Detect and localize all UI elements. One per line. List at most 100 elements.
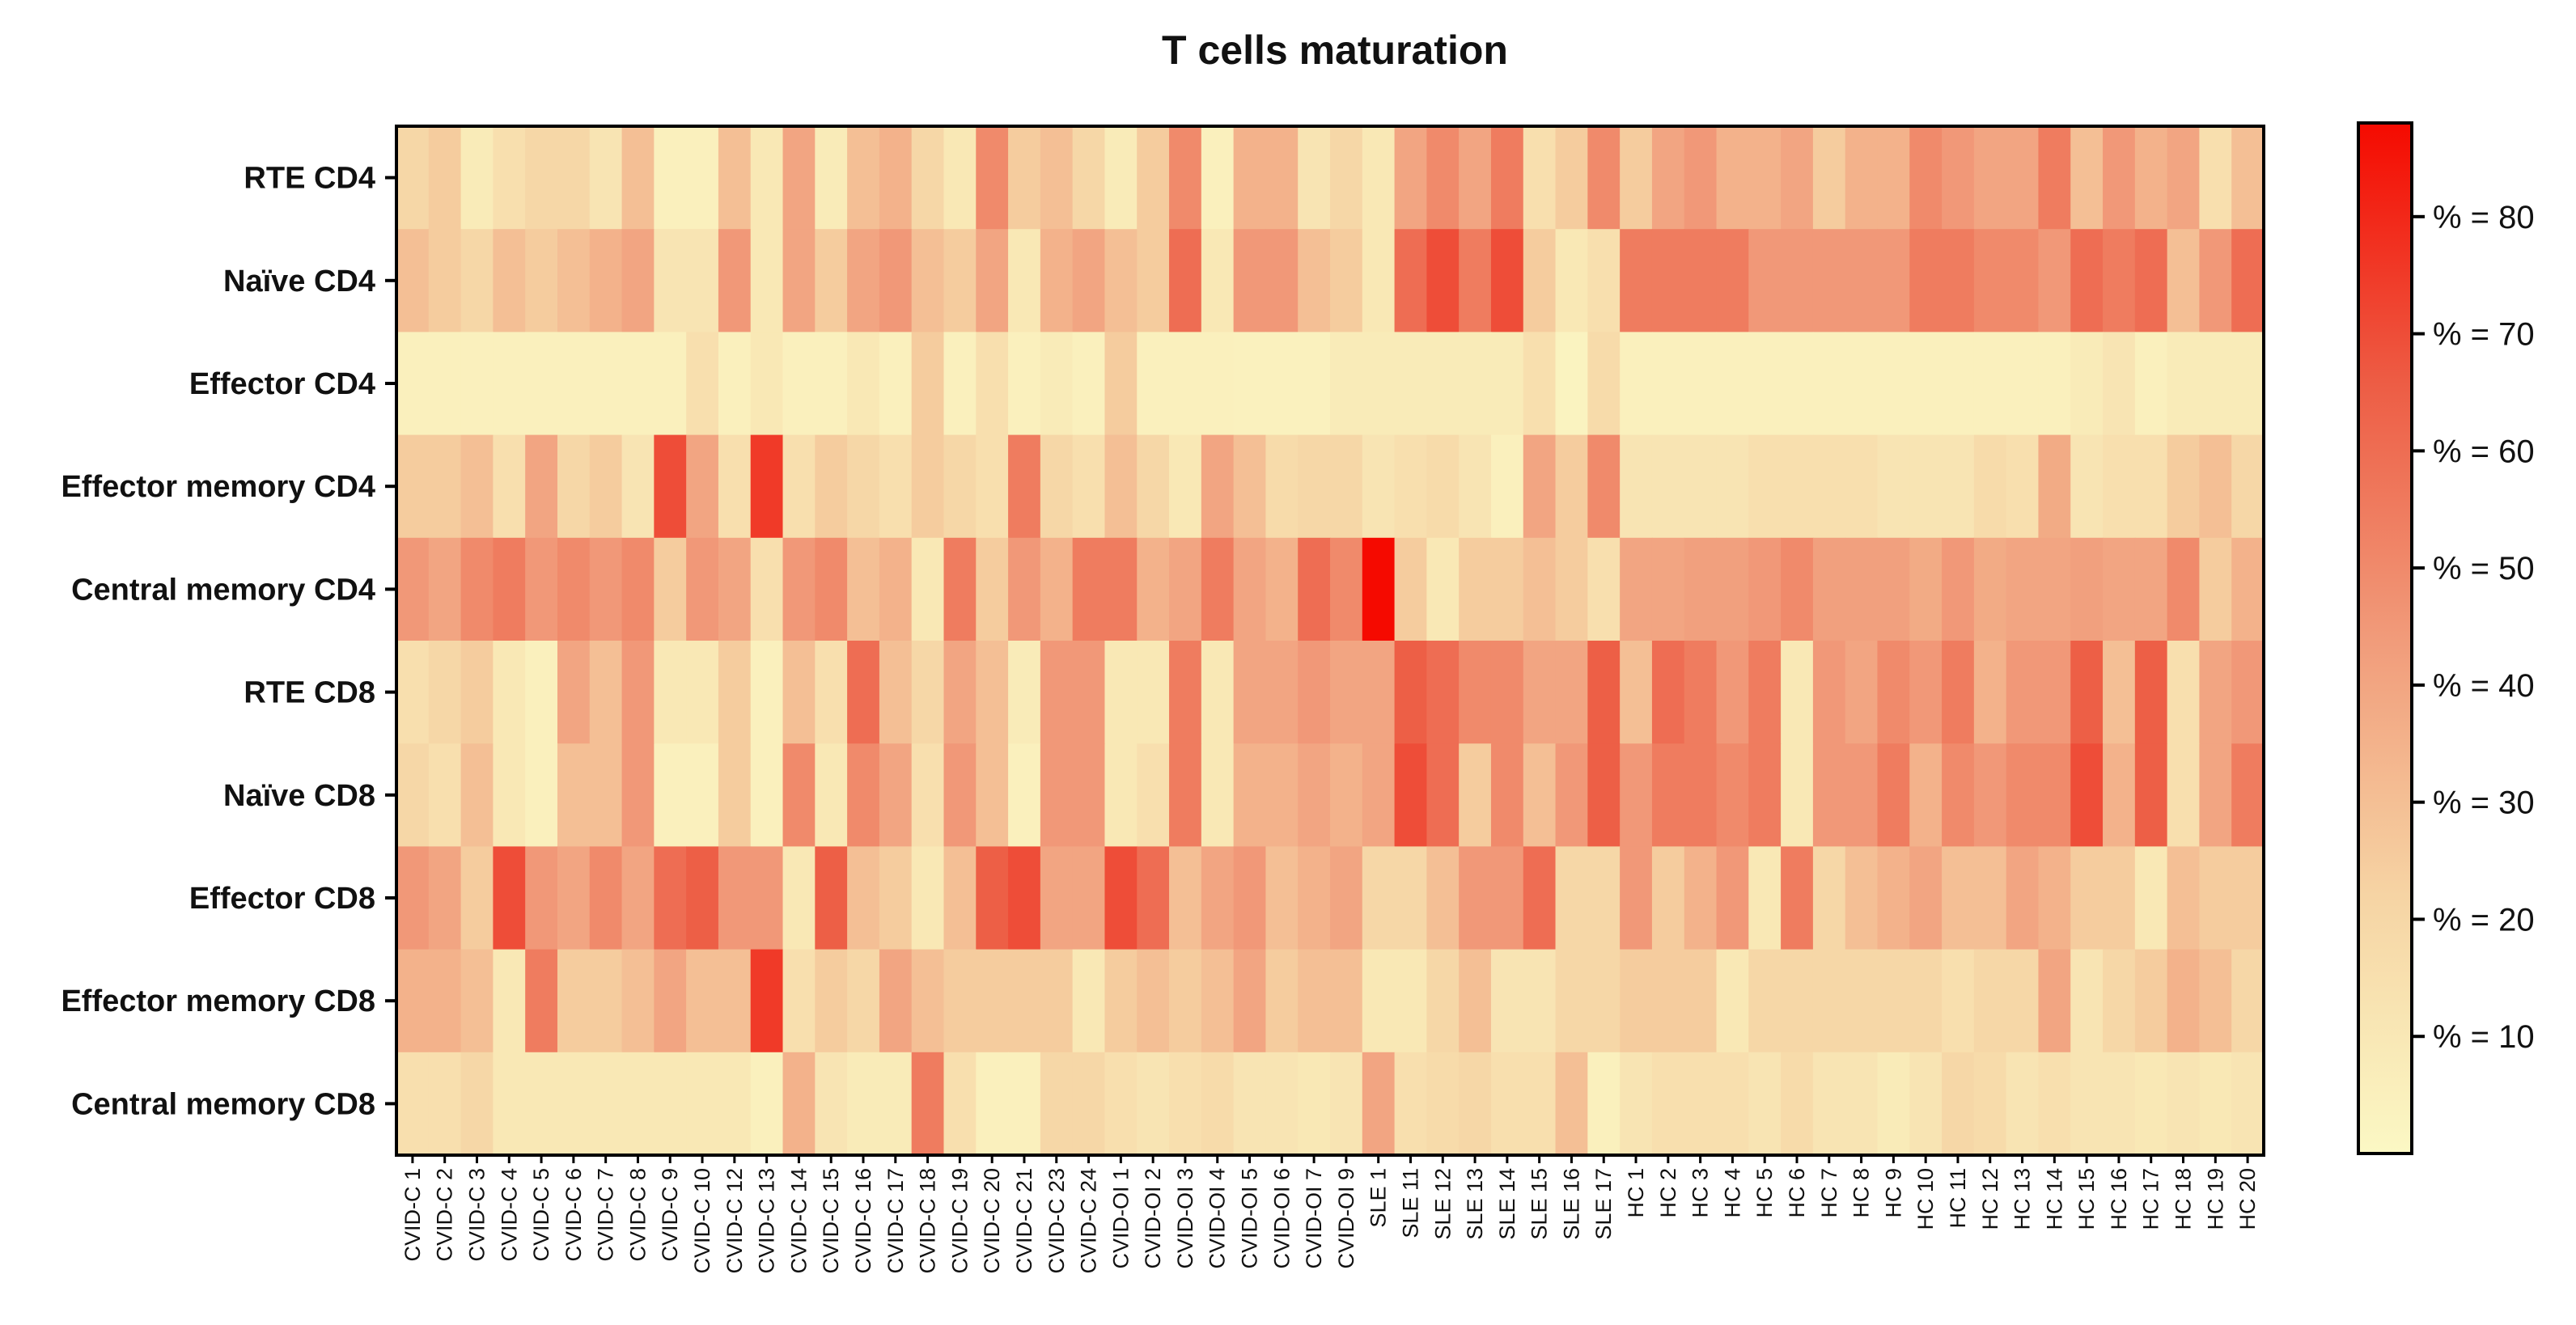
heatmap-cell [1748,949,1782,1053]
heatmap-cell [686,1052,719,1156]
row-label: Effector memory CD8 [61,984,375,1018]
heatmap-cell [1330,537,1363,641]
heatmap-cell [1942,434,1975,539]
heatmap-cell [2231,229,2265,332]
heatmap-cell [396,846,430,950]
heatmap-cell [654,126,687,230]
column-label: SLE 1 [1366,1168,1391,1228]
heatmap-cell [2199,537,2232,641]
heatmap-cell [460,641,494,744]
row-label: RTE CD4 [244,162,375,196]
heatmap-cell [1459,641,1492,744]
heatmap-cell [1973,1052,2007,1156]
column-label: HC 2 [1656,1168,1680,1218]
column-label: HC 15 [2074,1168,2099,1230]
heatmap-cell [460,743,494,847]
heatmap-cell [815,332,848,436]
heatmap-cell [2167,332,2201,436]
heatmap-cell [1748,434,1782,539]
heatmap-cell [718,229,752,332]
row-labels: RTE CD4 Naïve CD4 Effector CD4 Effector mem… [61,162,396,1121]
heatmap-cell [2103,641,2136,744]
heatmap-cell [2038,332,2071,436]
heatmap-cell [525,743,558,847]
heatmap-cell [1426,743,1460,847]
heatmap-cell [1812,949,1846,1053]
heatmap-cell [1233,1052,1267,1156]
heatmap-cell [686,126,719,230]
heatmap-cell [1330,949,1363,1053]
heatmap-cell [2134,641,2168,744]
heatmap-cell [1362,126,1396,230]
heatmap-cell [1137,1052,1170,1156]
heatmap-cell [589,846,623,950]
heatmap-cell [1909,229,1943,332]
heatmap-cell [396,949,430,1053]
heatmap-cell [1104,434,1138,539]
heatmap-cell [428,846,462,950]
heatmap-cell [1072,846,1106,950]
heatmap-cell [815,641,848,744]
heatmap-cell [943,641,977,744]
heatmap-cell [1265,229,1299,332]
heatmap-cell [1233,949,1267,1053]
heatmap-cell [589,332,623,436]
heatmap-cell [525,229,558,332]
heatmap-cell [1169,229,1202,332]
plot-frame [395,125,2265,1157]
heatmap-cell [525,846,558,950]
heatmap-cell [943,126,977,230]
heatmap-cell [2199,846,2232,950]
heatmap-cell [1651,846,1685,950]
column-label: CVID-C 7 [594,1168,618,1262]
heatmap-cell [525,641,558,744]
heatmap-cell [1201,1052,1235,1156]
heatmap-cell [1942,332,1975,436]
heatmap-cell [525,949,558,1053]
heatmap-cell [1201,537,1235,641]
heatmap-cell [1587,641,1621,744]
column-label: HC 16 [2107,1168,2131,1230]
heatmap-cell [1587,537,1621,641]
row-label: Effector memory CD4 [61,470,375,504]
heatmap-cell [1523,229,1557,332]
heatmap-cell [1651,641,1685,744]
heatmap-cell [1748,846,1782,950]
heatmap-cell [976,949,1009,1053]
heatmap-cell [1845,229,1879,332]
heatmap-cell [1426,1052,1460,1156]
heatmap-cell [1298,641,1331,744]
heatmap-cell [2006,537,2040,641]
heatmap-cell [1877,641,1910,744]
heatmap-cell [1426,537,1460,641]
row-label: Central memory CD4 [71,573,375,607]
heatmap-cells [396,126,2265,1156]
heatmap-cell [1620,1052,1653,1156]
heatmap-cell [1684,126,1718,230]
heatmap-cell [943,537,977,641]
heatmap-cell [1104,126,1138,230]
heatmap-cell [1587,846,1621,950]
heatmap-cell [1845,846,1879,950]
heatmap-cell [686,846,719,950]
heatmap-cell [1555,846,1588,950]
heatmap-cell [654,229,687,332]
heatmap-cell [1684,229,1718,332]
heatmap-cell [1008,229,1041,332]
heatmap-cell [1877,332,1910,436]
heatmap-cell [1040,229,1074,332]
heatmap-cell [1040,126,1074,230]
heatmap-cell [1620,641,1653,744]
heatmap-cell [2006,126,2040,230]
heatmap-cell [847,641,880,744]
column-label: CVID-C 2 [433,1168,457,1262]
heatmap-cell [686,434,719,539]
heatmap-cell [1748,641,1782,744]
heatmap-cell [525,434,558,539]
heatmap-cell [2199,743,2232,847]
column-label: CVID-C 4 [497,1168,521,1262]
heatmap-cell [621,332,655,436]
heatmap-cell [1490,641,1524,744]
colorbar-tick-label: % = 20 [2433,902,2535,938]
heatmap-cell [1909,846,1943,950]
